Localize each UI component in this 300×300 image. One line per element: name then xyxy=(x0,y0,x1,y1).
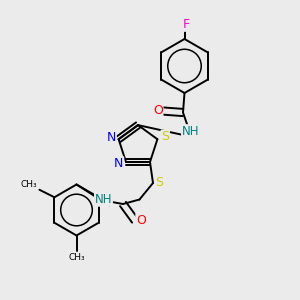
Text: N: N xyxy=(114,157,124,170)
Text: CH₃: CH₃ xyxy=(20,179,37,188)
Text: S: S xyxy=(161,130,169,143)
Text: NH: NH xyxy=(182,125,199,138)
Text: S: S xyxy=(156,176,164,189)
Text: F: F xyxy=(182,18,190,31)
Text: CH₃: CH₃ xyxy=(68,253,85,262)
Text: O: O xyxy=(136,214,146,227)
Text: NH: NH xyxy=(95,193,112,206)
Text: O: O xyxy=(153,104,163,118)
Text: N: N xyxy=(107,131,116,144)
